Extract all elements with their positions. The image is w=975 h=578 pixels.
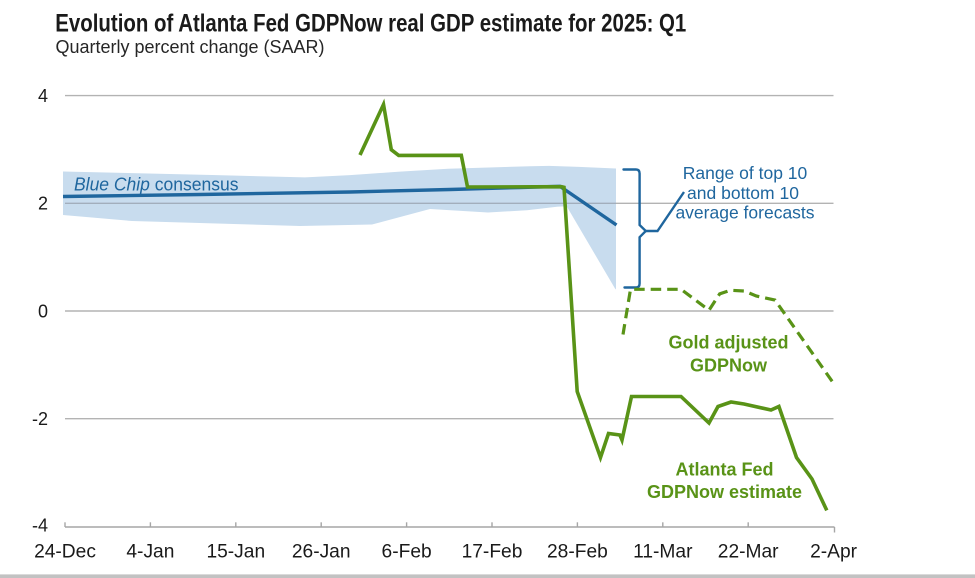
svg-text:11-Mar: 11-Mar [633,542,693,563]
svg-text:26-Jan: 26-Jan [292,542,351,563]
svg-text:2-Apr: 2-Apr [810,542,858,563]
svg-text:24-Dec: 24-Dec [34,542,96,563]
svg-text:and bottom 10: and bottom 10 [687,183,799,203]
svg-text:22-Mar: 22-Mar [718,542,779,563]
svg-text:17-Feb: 17-Feb [462,542,523,563]
svg-text:4: 4 [38,86,48,106]
svg-text:6-Feb: 6-Feb [382,542,432,563]
svg-text:Quarterly percent change (SAAR: Quarterly percent change (SAAR) [56,36,325,57]
svg-text:0: 0 [38,301,48,321]
svg-text:GDPNow: GDPNow [690,355,768,375]
svg-text:Range of top 10: Range of top 10 [683,163,808,183]
svg-text:average forecasts: average forecasts [675,202,814,222]
svg-text:4-Jan: 4-Jan [126,542,174,563]
svg-text:28-Feb: 28-Feb [547,542,608,563]
svg-text:15-Jan: 15-Jan [206,542,265,563]
svg-text:Evolution of Atlanta Fed GDPNo: Evolution of Atlanta Fed GDPNow real GDP… [55,11,686,38]
svg-text:GDPNow estimate: GDPNow estimate [647,482,802,502]
svg-text:-2: -2 [32,409,48,429]
svg-text:Atlanta Fed: Atlanta Fed [675,459,773,479]
svg-text:-4: -4 [32,516,48,536]
svg-text:Blue Chip consensus: Blue Chip consensus [74,174,239,195]
svg-text:Gold adjusted: Gold adjusted [668,332,788,352]
svg-text:2: 2 [38,194,48,214]
